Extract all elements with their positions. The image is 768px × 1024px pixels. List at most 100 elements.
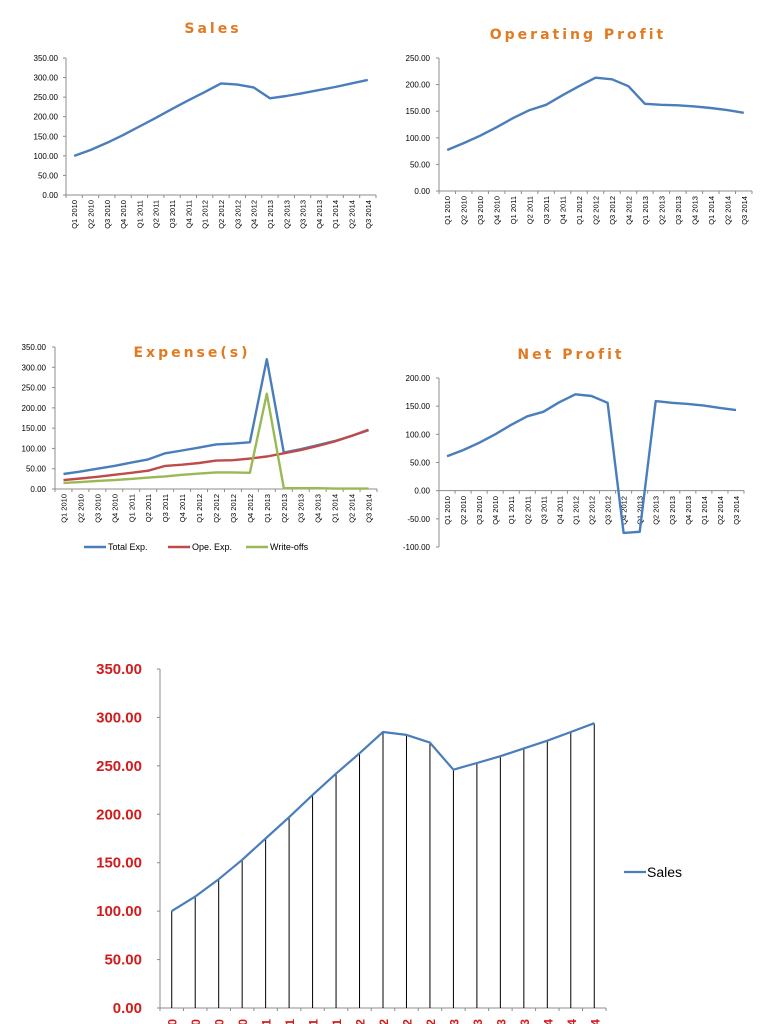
x-tick-label: Q2 2014	[723, 196, 732, 225]
chart-expenses: Expense(s) 0.00 50.00 100.00 150.00 200.00 250…	[22, 343, 378, 552]
x-tick-label: Q3 2013	[668, 496, 677, 525]
x-tick-label: Q3 2011	[307, 1019, 321, 1024]
x-tick-label: Q3 2013	[297, 494, 306, 523]
x-tick-label: Q1 2013	[447, 1019, 461, 1024]
y-tick-label: 50.00	[410, 459, 431, 468]
x-tick-label: Q4 2013	[684, 496, 693, 525]
x-tick-label: Q3 2011	[542, 196, 551, 224]
x-tick-label: Q1 2013	[263, 494, 272, 523]
x-tick-label: Q1 2014	[700, 496, 709, 525]
y-tick-label: 100.00	[96, 903, 142, 920]
x-tick-label: Q3 2011	[161, 494, 170, 522]
x-tick-label: Q2 2010	[189, 1019, 203, 1024]
x-tick-label: Q1 2014	[707, 196, 716, 225]
x-tick-label: Q2 2012	[377, 1019, 391, 1024]
x-tick-label: Q3 2014	[364, 200, 373, 229]
y-tick-label: 0.00	[414, 187, 430, 196]
x-tick-label: Q2 2012	[592, 196, 601, 225]
x-tick-label: Q4 2012	[250, 200, 259, 229]
y-tick-label: 50.00	[26, 465, 47, 474]
x-tick-label: Q2 2011	[152, 200, 161, 228]
x-tick-label: Q2 2013	[280, 494, 289, 523]
y-tick-label: 100.00	[406, 134, 431, 143]
x-tick-label: Q3 2012	[233, 200, 242, 229]
x-tick-label: Q4 2011	[178, 494, 187, 522]
x-tick-label: Q4 2013	[518, 1019, 532, 1024]
x-tick-label: Q2 2013	[652, 496, 661, 525]
x-tick-label: Q3 2014	[740, 196, 749, 225]
series-line-total-exp	[63, 358, 369, 476]
x-tick-label: Q4 2011	[330, 1019, 344, 1024]
x-tick-label: Q2 2013	[657, 196, 666, 225]
x-tick-label: Q4 2011	[559, 196, 568, 224]
y-tick-label: 250.00	[96, 758, 142, 775]
y-tick-label: 0.00	[30, 485, 46, 494]
y-tick-label: 150.00	[96, 855, 142, 872]
legend-label: Write-offs	[270, 542, 309, 552]
x-tick-label: Q4 2011	[184, 200, 193, 228]
series-line-net-profit	[446, 393, 737, 535]
chart-title: Operating Profit	[490, 27, 667, 43]
y-tick-label: 150.00	[406, 107, 431, 116]
chart-net: Net Profit -100.00 -50.00 0.00 50.00 100.00 15…	[403, 347, 745, 552]
x-tick-label: Q3 2014	[732, 496, 741, 525]
x-tick-label: Q3 2012	[400, 1019, 414, 1024]
x-tick-label: Q2 2013	[282, 200, 291, 229]
x-tick-label: Q2 2012	[212, 494, 221, 523]
x-tick-label: Q1 2014	[331, 494, 340, 523]
y-tick-label: 250.00	[406, 54, 431, 63]
x-tick-label: Q2 2013	[471, 1019, 485, 1024]
y-tick-label: 100.00	[34, 152, 59, 161]
y-tick-label: 300.00	[96, 709, 142, 726]
y-tick-label: 0.00	[113, 1000, 142, 1017]
x-tick-label: Q3 2011	[539, 496, 548, 524]
x-tick-label: Q1 2011	[127, 494, 136, 522]
x-tick-label: Q3 2010	[476, 196, 485, 225]
y-tick-label: 50.00	[104, 952, 142, 969]
x-tick-label: Q2 2012	[217, 200, 226, 229]
x-tick-label: Q3 2010	[93, 494, 102, 523]
x-tick-label: Q3 2011	[168, 200, 177, 228]
x-tick-label: Q1 2010	[443, 496, 452, 525]
x-tick-label: Q4 2010	[493, 196, 502, 225]
x-tick-label: Q1 2013	[641, 196, 650, 225]
x-tick-label: Q1 2012	[575, 196, 584, 225]
x-tick-label: Q3 2012	[604, 496, 613, 525]
x-tick-label: Q2 2011	[523, 496, 532, 524]
x-tick-label: Q4 2011	[555, 496, 564, 524]
y-tick-label: 200.00	[22, 404, 47, 413]
chart-title: Sales	[184, 21, 241, 37]
x-tick-label: Q3 2012	[608, 196, 617, 225]
y-tick-label: 50.00	[410, 160, 431, 169]
x-tick-label: Q1 2013	[266, 200, 275, 229]
x-tick-label: Q4 2012	[620, 496, 629, 525]
y-tick-label: 300.00	[22, 363, 47, 372]
y-tick-label: 50.00	[38, 171, 59, 180]
x-tick-label: Q1 2011	[507, 496, 516, 524]
x-tick-label: Q2 2014	[565, 1019, 579, 1024]
x-tick-label: Q3 2014	[588, 1019, 602, 1024]
x-tick-label: Q2 2011	[526, 196, 535, 224]
series-line-sales	[73, 78, 369, 158]
y-tick-label: 200.00	[34, 113, 59, 122]
y-tick-label: 350.00	[34, 54, 59, 63]
y-tick-label: 250.00	[34, 93, 59, 102]
series-line-sales	[171, 722, 595, 913]
x-tick-label: Q4 2012	[246, 494, 255, 523]
x-tick-label: Q2 2014	[348, 200, 357, 229]
y-tick-label: 350.00	[96, 661, 142, 678]
chart-title: Expense(s)	[133, 345, 250, 361]
x-tick-label: Q1 2010	[443, 196, 452, 225]
y-tick-label: 200.00	[96, 806, 142, 823]
x-tick-label: Q1 2011	[260, 1019, 274, 1024]
y-tick-label: 250.00	[22, 384, 47, 393]
x-tick-label: Q2 2010	[460, 196, 469, 225]
x-tick-label: Q4 2012	[624, 196, 633, 225]
x-tick-label: Q3 2010	[475, 496, 484, 525]
y-tick-label: 0.00	[414, 487, 430, 496]
y-tick-label: 150.00	[34, 132, 59, 141]
x-tick-label: Q2 2010	[76, 494, 85, 523]
x-tick-label: Q1 2011	[135, 200, 144, 228]
chart-operating: Operating Profit 0.00 50.00 100.00 150.00 200…	[406, 27, 753, 225]
